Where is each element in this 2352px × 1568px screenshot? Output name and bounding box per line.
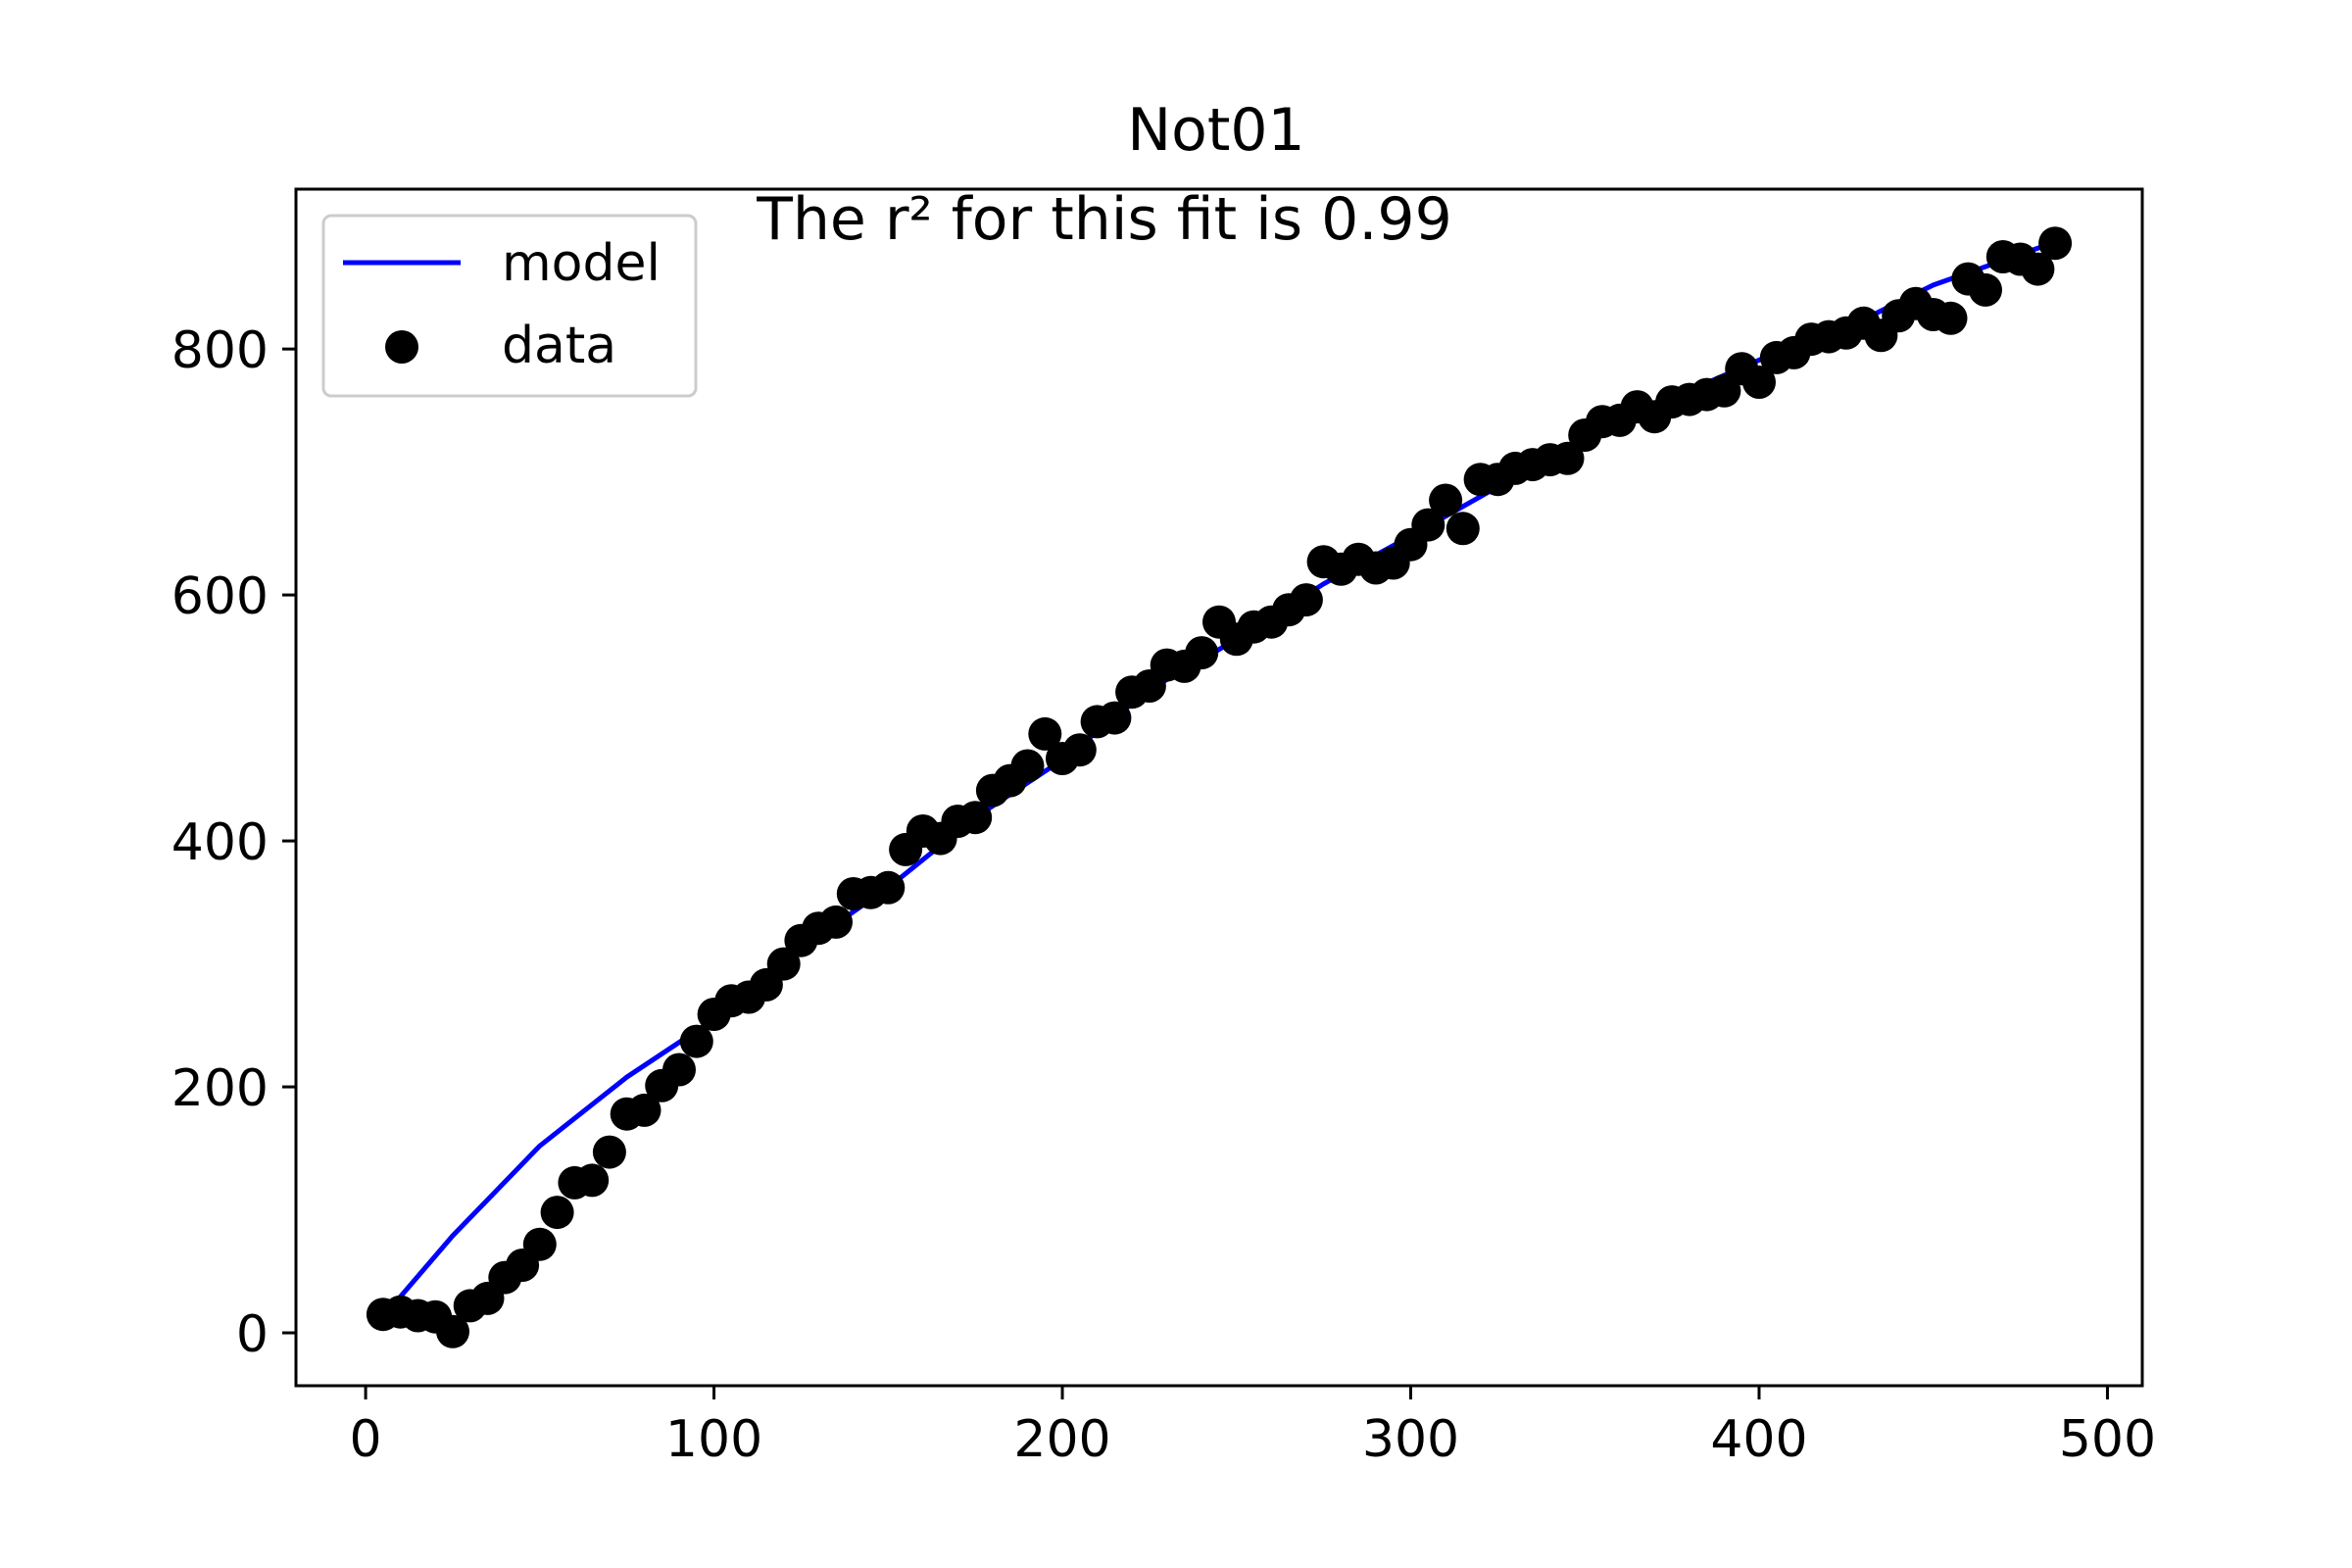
- data-point: [1010, 749, 1045, 783]
- data-point: [1028, 716, 1062, 751]
- data-point: [1934, 301, 1968, 335]
- data-point: [679, 1024, 713, 1058]
- y-axis: 0 200 400 600 800: [172, 321, 296, 1364]
- data-point: [1969, 272, 2002, 307]
- x-tick-label: 400: [1710, 1410, 1807, 1469]
- data-point: [1411, 508, 1446, 542]
- data-point: [522, 1227, 557, 1261]
- y-tick-label: 600: [172, 567, 269, 626]
- data-point: [819, 905, 853, 939]
- y-tick-label: 800: [172, 321, 269, 380]
- legend-data-swatch: [385, 330, 418, 364]
- data-point: [2021, 252, 2055, 286]
- data-point: [1446, 512, 1480, 546]
- plot-frame: [294, 187, 2144, 1388]
- data-point: [1550, 441, 1585, 475]
- data-point: [1062, 733, 1097, 767]
- data-point: [1742, 366, 1776, 399]
- data-point: [766, 947, 801, 981]
- legend-data-label: data: [502, 317, 616, 375]
- x-tick-label: 300: [1362, 1410, 1459, 1469]
- data-point: [436, 1314, 469, 1348]
- x-tick-label: 500: [2059, 1410, 2156, 1469]
- y-tick-label: 0: [236, 1305, 269, 1364]
- data-point: [871, 870, 906, 905]
- data-point: [958, 801, 993, 835]
- data-point: [1185, 636, 1219, 670]
- data-series: [366, 226, 2073, 1348]
- data-point: [627, 1093, 662, 1127]
- data-point: [540, 1196, 574, 1230]
- x-axis: 0 100 200 300 400 500: [350, 1386, 2156, 1469]
- data-point: [1289, 583, 1323, 617]
- legend-model-label: model: [502, 234, 661, 293]
- data-point: [592, 1135, 626, 1169]
- data-point: [575, 1163, 610, 1198]
- fit-annotation: The r² for this fit is 0.99: [756, 185, 1452, 254]
- x-tick-label: 100: [665, 1410, 762, 1469]
- legend: model data: [321, 214, 698, 398]
- y-tick-label: 200: [172, 1059, 269, 1118]
- chart-title: Not01: [1127, 96, 1304, 165]
- x-tick-label: 200: [1013, 1410, 1110, 1469]
- data-point: [2038, 226, 2073, 261]
- data-point: [1429, 483, 1463, 517]
- x-tick-label: 0: [350, 1410, 382, 1469]
- data-point: [662, 1053, 696, 1087]
- data-point: [1098, 701, 1132, 735]
- y-tick-label: 400: [172, 813, 269, 872]
